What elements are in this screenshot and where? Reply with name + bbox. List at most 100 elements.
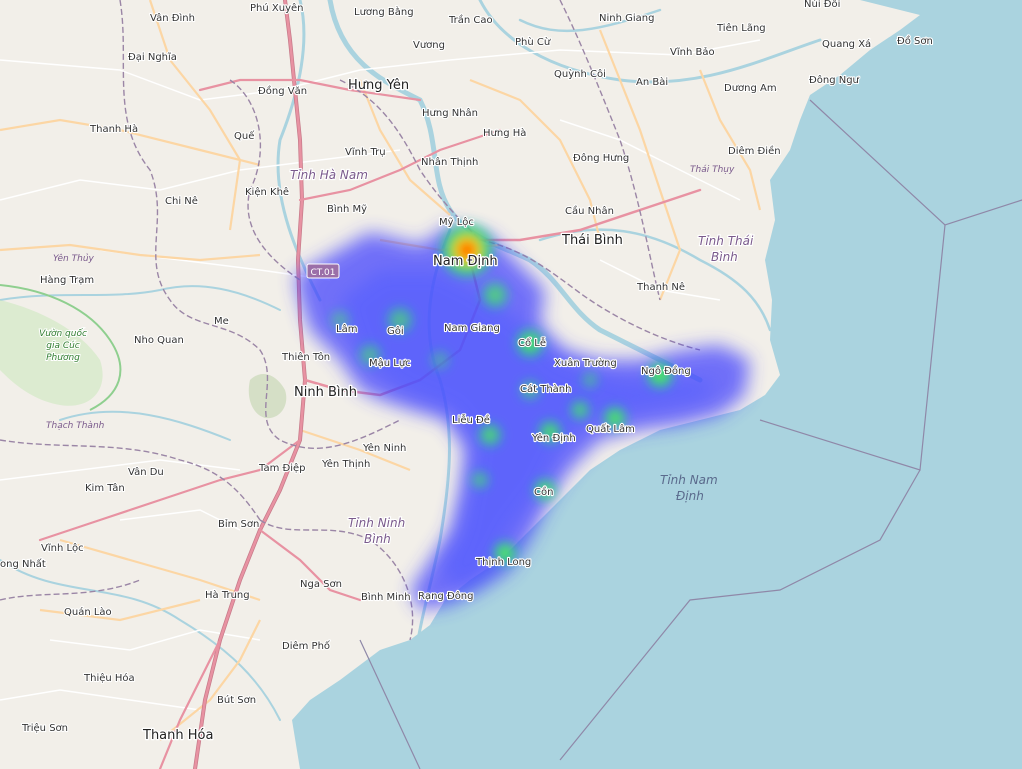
heat-spot-con [531,476,559,504]
province-label-ha-nam: Tỉnh Hà Nam [290,168,368,182]
label-dai-nghia: Đại Nghĩa [128,52,177,63]
province-label-nam-dinh-1: Tỉnh Nam [660,473,718,487]
mountain-area [248,374,287,419]
label-goi: Gôi [387,325,404,337]
label-phu-cu: Phù Cừ [515,36,551,48]
city-label-thanh-hoa: Thanh Hóa [142,728,213,743]
label-ninh-giang: Ninh Giang [599,13,654,24]
label-nhan-thinh: Nhân Thịnh [421,156,478,168]
label-bim-son: Bỉm Sơn [218,518,259,530]
label-ha-trung: Hà Trung [205,589,250,601]
label-cau-nhan: Cầu Nhân [565,205,614,217]
label-yen-thuy: Yên Thủy [53,253,95,264]
label-quang-xa: Quang Xá [822,38,871,50]
label-thach-thanh: Thạch Thành [46,421,105,431]
heat-spot [476,421,504,449]
park-label-line-1: Vườn quốc [39,328,87,339]
heatmap-layer [295,220,750,610]
label-quat-lam: Quất Lâm [586,423,635,435]
label-quynh-coi: Quỳnh Côi [554,68,606,80]
label-yen-ninh: Yên Ninh [362,442,406,454]
province-label-nam-dinh-2: Định [676,489,704,503]
heat-spot [518,378,542,402]
label-xuan-truong: Xuân Trường [554,357,617,369]
label-thieu-hoa: Thiệu Hóa [83,672,135,684]
label-dong-hung: Đông Hưng [573,152,629,164]
heat-spot [384,304,416,336]
label-binh-minh: Bình Minh [361,591,411,603]
label-vuong: Vương [413,40,445,51]
city-label-hung-yen: Hưng Yên [348,78,409,93]
label-dong-ngu: Đông Ngư [809,74,860,86]
label-thanh-ne: Thanh Nê [636,281,685,293]
park-label: Vườn quốc gia Cúc Phương [38,327,88,364]
maritime-boundaries [359,99,1022,769]
label-diem-pho: Diêm Phố [282,640,330,652]
label-but-son: Bút Sơn [217,694,256,706]
heat-spot-yen-dinh [536,418,564,446]
heat-spot-quat-lam [601,404,629,432]
road-shield-ct01: CT.01 [306,263,340,279]
label-nam-giang: Nam Giang [444,323,500,334]
label-duong-am: Dương Am [724,83,777,94]
label-hang-tram: Hàng Trạm [40,274,94,286]
city-labels: Hưng Yên Thái Bình Nam Định Ninh Bình Th… [141,77,625,745]
label-tran-cao: Trần Cao [448,14,493,26]
label-ngo-dong: Ngô Đồng [641,365,691,377]
park-boundary [0,284,122,411]
label-vinh-bao: Vĩnh Bảo [670,46,715,58]
heat-spot [356,341,384,369]
label-phu-xuyen: Phú Xuyên [250,2,303,14]
heat-spot [428,348,452,372]
label-cat-thanh: Cát Thành [520,383,571,395]
label-que: Quế [234,130,255,142]
heat-spot-thinh-long [491,539,519,567]
city-label-ninh-binh: Ninh Bình [294,385,357,400]
province-labels: Tỉnh Hà Nam Tỉnh Thái Bình Tỉnh Ninh Bìn… [289,167,755,547]
label-thinh-long: Thịnh Long [475,557,531,568]
label-diem-dien: Diêm Điền [728,145,781,157]
label-lam: Lâm [336,323,357,335]
heat-spot-nam-dinh [437,220,497,280]
label-co-le: Cổ Lễ [518,336,546,349]
town-labels: Vân Đình Phú Xuyên Lương Bằng Trần Cao N… [0,0,934,735]
admin-boundaries [0,0,701,641]
label-lieu-de: Liễu Đề [452,413,490,426]
heat-spot [580,370,600,390]
major-roads [38,0,702,769]
label-an-bai: An Bài [636,76,668,88]
sea [292,0,1022,769]
label-tam-diep: Tam Điệp [258,462,306,474]
label-trieu-son: Triệu Sơn [21,722,68,734]
label-binh-my: Bình Mỹ [327,203,367,215]
label-nui-doi: Núi Đối [804,0,840,10]
label-rang-dong: Rạng Đông [418,590,474,602]
label-thanh-ha: Thanh Hà [89,123,138,135]
label-ong-nhat: ong Nhất [0,558,46,570]
province-label-thai-binh-1: Tỉnh Thái [698,234,754,248]
label-dong-van: Đồng Văn [258,85,307,97]
label-thien-ton: Thiên Tôn [281,351,330,363]
label-luong-bang: Lương Bằng [354,5,414,18]
park-label-line-3: Phương [46,353,80,363]
label-van-du: Vân Du [128,466,164,478]
label-hung-nhan: Hưng Nhân [422,107,478,119]
label-kim-tan: Kim Tân [85,482,125,494]
province-label-ninh-binh-2: Bình [364,532,391,546]
label-vinh-tru: Vĩnh Trụ [345,147,386,158]
park-label-line-2: gia Cúc [46,341,80,351]
label-mau-luc: Mậu Lực [369,357,411,369]
label-nho-quan: Nho Quan [134,335,184,346]
label-van-dinh: Vân Đình [150,12,195,24]
heat-spot [328,308,352,332]
label-my-loc: Mỹ Lộc [439,216,474,228]
label-con: Cồn [534,486,553,498]
label-yen-dinh: Yên Định [531,432,576,444]
label-tien-lang: Tiên Lãng [716,22,766,34]
city-label-thai-binh: Thái Bình [561,233,623,248]
label-thai-thuy: Thái Thụy [690,165,735,175]
heat-spot [568,398,592,422]
road-shield-label: CT.01 [310,268,335,278]
